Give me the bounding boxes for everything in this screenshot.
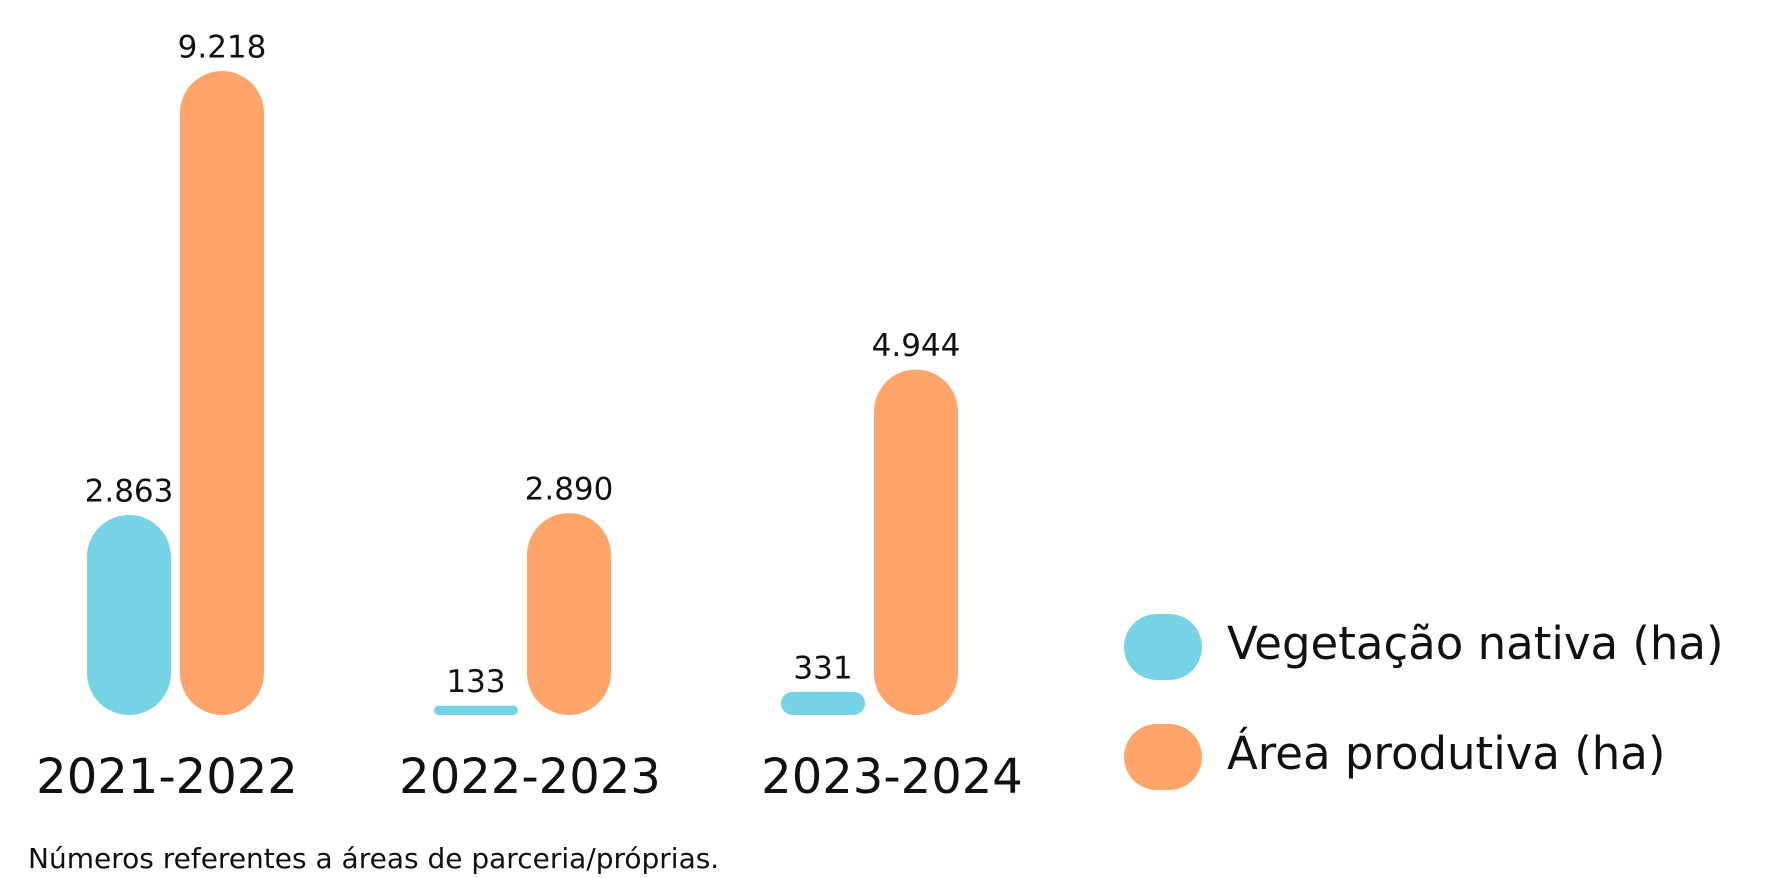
x-tick-label: 2021-2022 [36,749,298,805]
bar [180,71,264,715]
bar [434,705,518,715]
data-label: 133 [446,664,505,700]
x-tick-label: 2023-2024 [761,749,1023,805]
bar [87,514,171,715]
bar [874,369,958,715]
legend-label: Vegetação nativa (ha) [1227,617,1724,670]
data-label: 2.863 [85,473,174,509]
bar [527,513,611,715]
x-tick-label: 2022-2023 [399,749,661,805]
data-label: 4.944 [872,328,961,364]
legend-swatch [1124,614,1202,680]
legend-label: Área produtiva (ha) [1227,727,1665,780]
bar [781,691,865,715]
data-label: 9.218 [178,30,267,66]
data-label: 2.890 [525,472,614,508]
data-label: 331 [793,650,852,686]
footnote: Números referentes a áreas de parceria/p… [28,842,719,875]
legend-swatch [1124,724,1202,790]
